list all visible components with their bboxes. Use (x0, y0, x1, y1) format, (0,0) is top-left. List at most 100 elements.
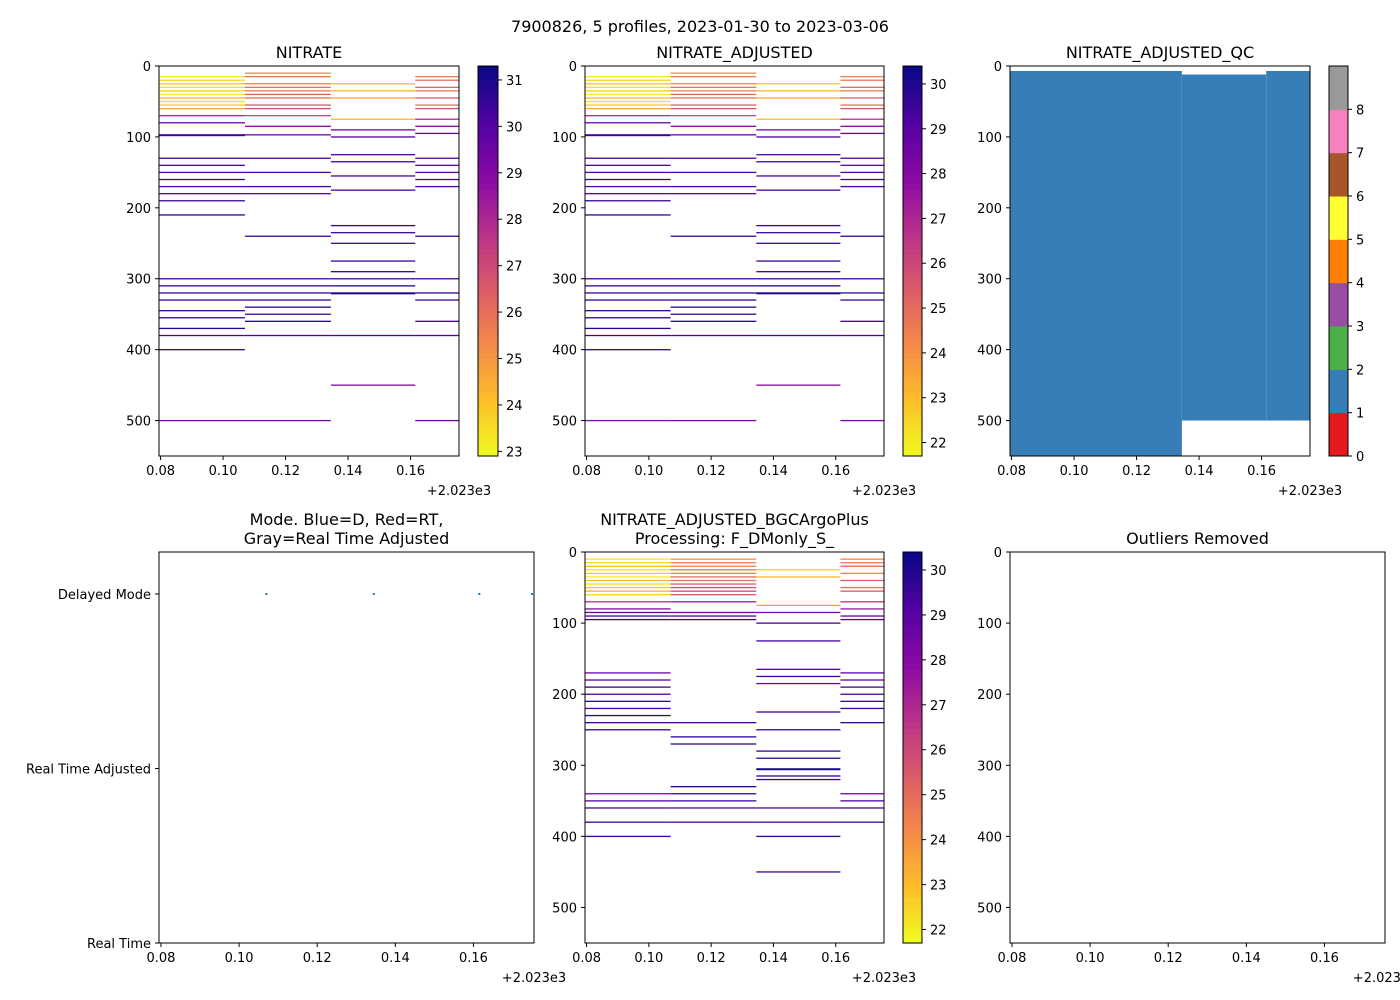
nitrate-adjusted-profile-line (585, 115, 671, 117)
nitrate-adjusted-qc-y-tick-label: 200 (977, 202, 1002, 217)
nitrate-adjusted-qc-colorbar-tick-label: 4 (1356, 277, 1364, 292)
nitrate-adjusted-colorbar-band (903, 111, 922, 119)
nitrate-adjusted-profile-line (585, 122, 671, 124)
bgcargoplus-profile-line (585, 615, 671, 617)
nitrate-adjusted-qc-x-tick-label: 0.08 (997, 464, 1026, 479)
bgcargoplus-profile-line (840, 579, 884, 582)
bgcargoplus-colorbar-band (903, 903, 922, 912)
nitrate-title: NITRATE (276, 43, 343, 62)
nitrate-x-tick-label: 0.14 (334, 464, 363, 479)
nitrate-adjusted-profile-line (670, 104, 757, 106)
nitrate-adjusted-profile-line (670, 334, 757, 337)
nitrate-colorbar-band (478, 306, 498, 314)
nitrate-adjusted-colorbar-band (903, 319, 922, 327)
bgcargoplus-profile-line (840, 590, 884, 592)
bgcargoplus-profile-line (585, 700, 671, 702)
nitrate-colorbar-tick-label: 31 (506, 74, 523, 89)
nitrate-adjusted-colorbar-band (903, 163, 922, 171)
nitrate-adjusted-colorbar-band (903, 384, 922, 392)
nitrate-profile-line (159, 278, 245, 280)
bgcargoplus-y-tick-label: 0 (569, 546, 577, 561)
nitrate-adjusted-qc-colorbar-tick-label: 0 (1356, 450, 1364, 465)
nitrate-adjusted-colorbar-band (903, 261, 922, 269)
bgcargoplus-profile-line (756, 775, 841, 777)
nitrate-colorbar-band (478, 339, 498, 347)
bgcargoplus-profile-line (670, 821, 757, 823)
bgcargoplus-colorbar-band (903, 916, 922, 925)
nitrate-adjusted-colorbar-band (903, 92, 922, 100)
nitrate-x-tick-label: 0.12 (271, 464, 300, 479)
nitrate-adjusted-y-tick-label: 100 (552, 131, 577, 146)
bgcargoplus-profile-line (585, 679, 671, 681)
nitrate-adjusted-profile-line (840, 278, 884, 280)
nitrate-adjusted-colorbar-band (903, 326, 922, 334)
bgcargoplus-profile-line (585, 672, 671, 674)
nitrate-adjusted-qc-colorbar-tick-label: 6 (1356, 190, 1364, 205)
nitrate-profile-line (159, 93, 245, 96)
nitrate-colorbar-band (478, 209, 498, 217)
nitrate-colorbar-band (478, 124, 498, 132)
bgcargoplus-profile-line (670, 743, 757, 745)
nitrate-colorbar-band (478, 261, 498, 269)
bgcargoplus-x-offset-label: +2.023e3 (852, 971, 916, 986)
bgcargoplus-profile-line (585, 594, 671, 596)
nitrate-adjusted-qc-colorbar-segment (1329, 369, 1348, 414)
nitrate-profile-line (159, 115, 245, 117)
nitrate-adjusted-colorbar-tick-label: 30 (930, 78, 947, 93)
nitrate-adjusted-qc-title: NITRATE_ADJUSTED_QC (1066, 43, 1254, 63)
nitrate-profile-line (244, 313, 331, 315)
bgcargoplus-profile-line (585, 558, 671, 560)
nitrate-profile-line (415, 157, 459, 159)
nitrate-adjusted-profile-line (585, 193, 671, 195)
nitrate-profile-line (159, 104, 245, 106)
bgcargoplus-profile-line (585, 821, 671, 823)
nitrate-colorbar-band (478, 384, 498, 392)
nitrate-colorbar-band (478, 202, 498, 210)
nitrate-adjusted-colorbar-band (903, 404, 922, 412)
bgcargoplus-colorbar-band (903, 565, 922, 573)
nitrate-profile-line (330, 129, 416, 131)
nitrate-adjusted-profile-line (840, 292, 884, 294)
nitrate-adjusted-qc-colorbar-segment (1329, 282, 1348, 327)
nitrate-colorbar-tick-label: 29 (506, 167, 523, 182)
nitrate-adjusted-qc-colorbar-segment (1329, 412, 1348, 457)
nitrate-adjusted-profile-line (670, 171, 757, 174)
nitrate-x-tick-label: 0.10 (209, 464, 238, 479)
nitrate-adjusted-profile-line (670, 292, 757, 294)
nitrate-profile-line (159, 83, 245, 85)
bgcargoplus-colorbar-band (903, 923, 922, 931)
nitrate-adjusted-profile-line (585, 134, 671, 137)
nitrate-adjusted-y-tick-label: 300 (552, 273, 577, 288)
bgcargoplus-colorbar-band (903, 708, 922, 716)
nitrate-adjusted-profile-line (585, 200, 671, 202)
bgcargoplus-profile-line (585, 565, 671, 567)
nitrate-colorbar-tick-label: 23 (506, 445, 523, 460)
bgcargoplus-colorbar-band (903, 890, 922, 898)
nitrate-x-tick-label: 0.08 (146, 464, 175, 479)
nitrate-profile-line (159, 214, 245, 216)
nitrate-colorbar-band (478, 196, 498, 204)
nitrate-profile-line (415, 86, 459, 88)
bgcargoplus-colorbar-band (903, 623, 922, 631)
nitrate-profile-line (244, 104, 331, 106)
nitrate-adjusted-colorbar-band (903, 144, 922, 152)
bgcargoplus-profile-line (840, 722, 884, 724)
nitrate-adjusted-profile-line (756, 384, 841, 386)
bgcargoplus-colorbar-band (903, 806, 922, 814)
bgcargoplus-x-tick-label: 0.14 (759, 951, 788, 966)
nitrate-colorbar-band (478, 443, 498, 451)
bgcargoplus-colorbar-band (903, 936, 922, 944)
nitrate-adjusted-colorbar-band (903, 436, 922, 444)
nitrate-adjusted-profile-line (670, 86, 757, 88)
bgcargoplus-colorbar-tick-label: 27 (930, 699, 947, 714)
nitrate-profile-line (415, 76, 459, 78)
nitrate-profile-line (330, 161, 416, 163)
bgcargoplus-profile-line (840, 615, 884, 617)
nitrate-adjusted-profile-line (670, 193, 757, 195)
nitrate-profile-line (330, 154, 416, 156)
nitrate-adjusted-x-tick-label: 0.10 (634, 464, 663, 479)
nitrate-colorbar-band (478, 319, 498, 327)
bgcargoplus-y-tick-label: 300 (552, 759, 577, 774)
nitrate-profile-line (330, 278, 416, 280)
nitrate-profile-line (159, 200, 245, 202)
